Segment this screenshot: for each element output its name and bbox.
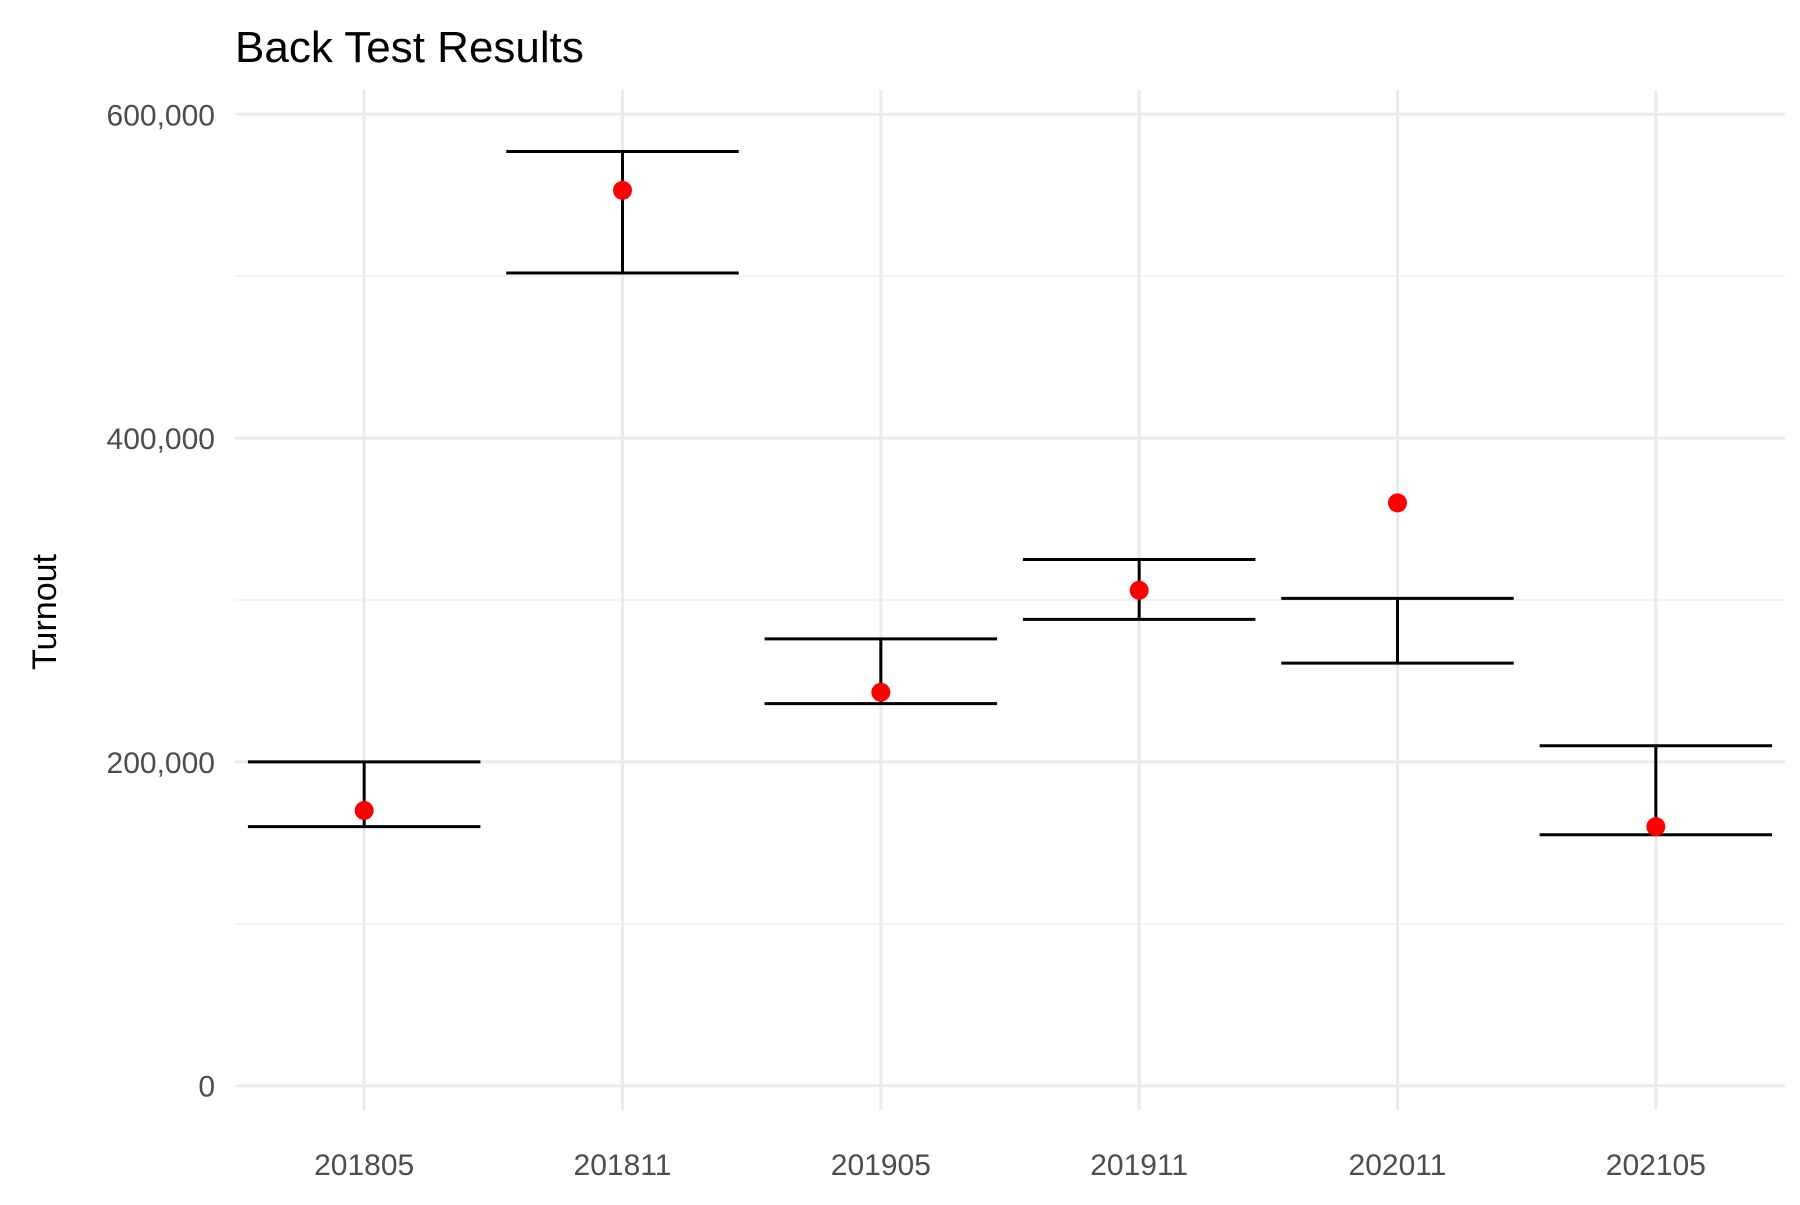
points-layer	[354, 180, 1666, 837]
errorbar-layer	[247, 150, 1773, 837]
data-point	[1129, 580, 1149, 600]
chart-title: Back Test Results	[235, 23, 584, 72]
x-tick-labels: 201805 201811 201905 201911 202011 202105	[314, 1149, 1706, 1182]
grid-layer	[235, 90, 1785, 1110]
y-axis-label: Turnout	[26, 553, 64, 669]
data-point	[354, 800, 374, 820]
data-point	[1646, 817, 1666, 837]
y-tick-label: 0	[198, 1071, 215, 1104]
x-tick-label: 201811	[574, 1149, 672, 1182]
x-tick-label: 201911	[1090, 1149, 1188, 1182]
y-tick-label: 600,000	[107, 99, 215, 132]
data-point	[1388, 493, 1407, 513]
y-tick-label: 200,000	[107, 747, 215, 780]
x-tick-label: 202105	[1606, 1149, 1706, 1182]
x-tick-label: 201805	[314, 1149, 414, 1182]
errorbar	[1281, 596, 1514, 665]
y-tick-label: 400,000	[107, 423, 215, 456]
errorbar	[506, 150, 739, 275]
y-tick-labels: 0 200,000 400,000 600,000	[107, 99, 215, 1103]
x-tick-label: 201905	[831, 1149, 931, 1182]
data-point	[871, 682, 891, 702]
data-point	[613, 180, 632, 200]
x-tick-label: 202011	[1349, 1149, 1447, 1182]
